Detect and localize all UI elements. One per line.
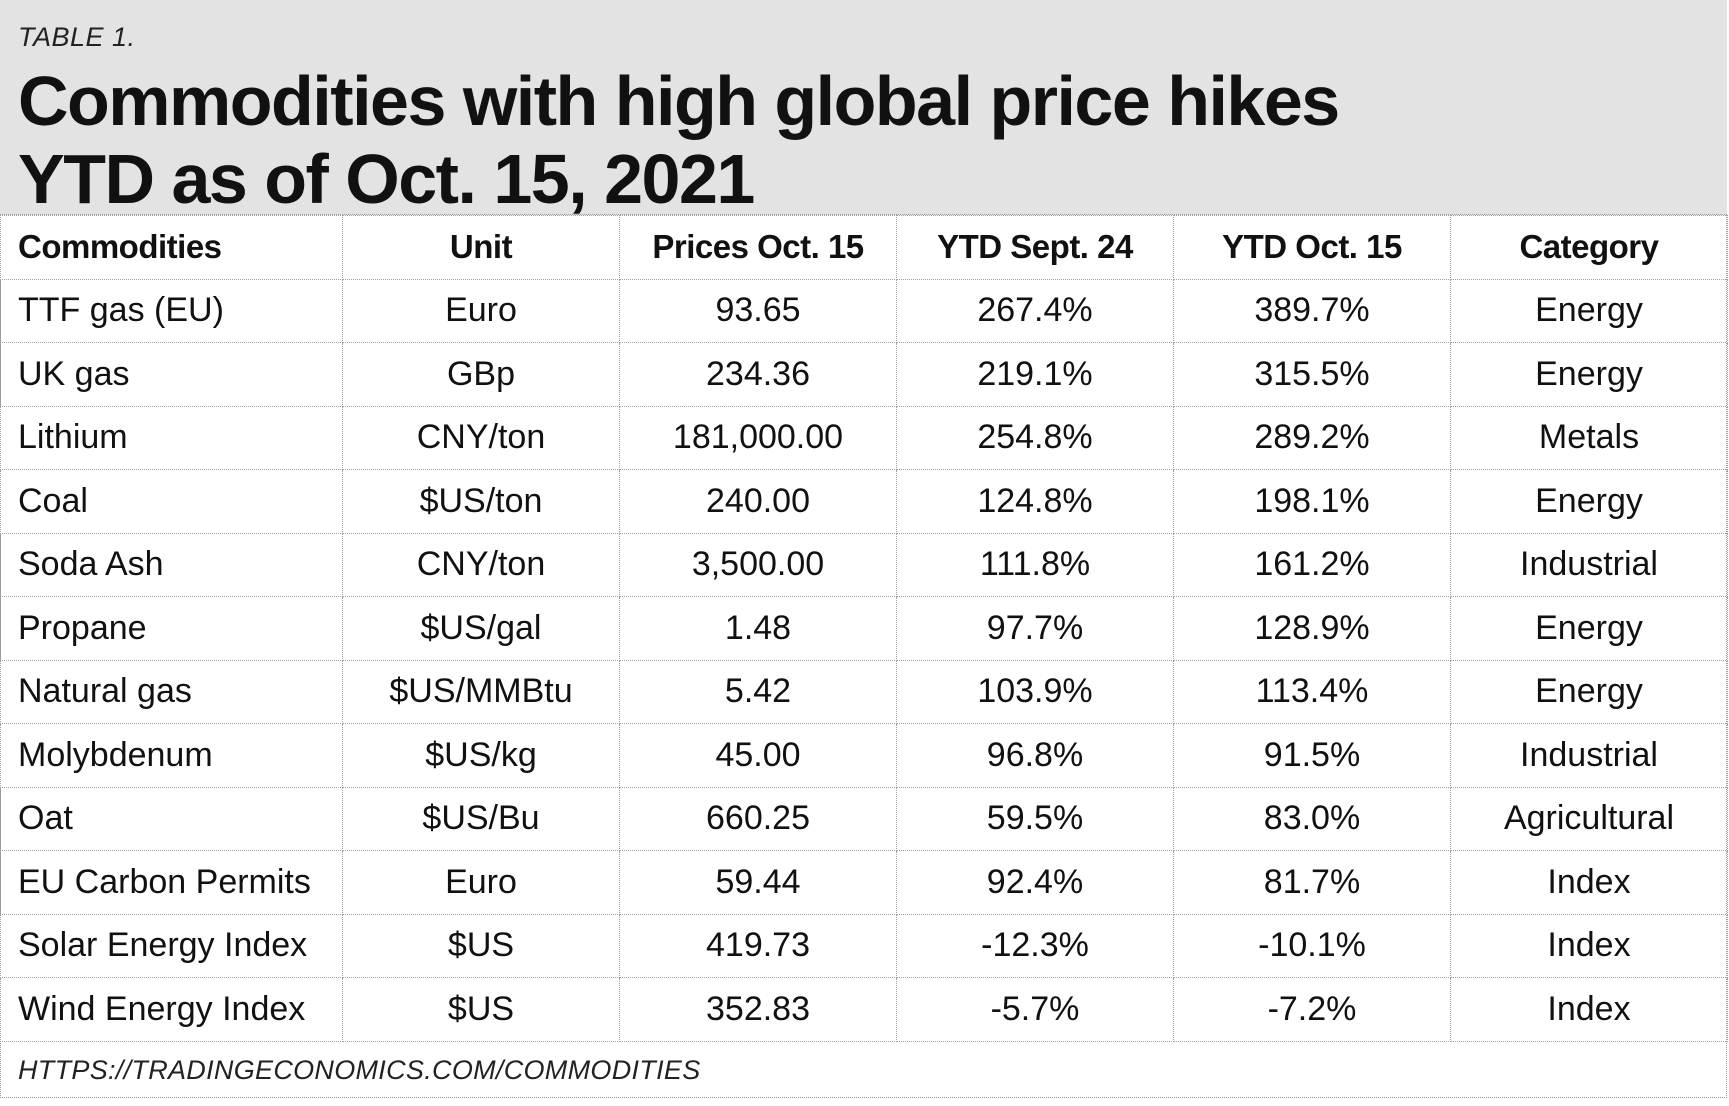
- ytd-oct-cell: 128.9%: [1173, 596, 1451, 661]
- ytd-sept-cell: 124.8%: [896, 469, 1174, 534]
- table-row: Coal $US/ton 240.00 124.8% 198.1% Energy: [0, 469, 1728, 534]
- unit-cell: $US/kg: [342, 723, 620, 788]
- ytd-sept-cell: 92.4%: [896, 850, 1174, 915]
- ytd-oct-cell: -10.1%: [1173, 913, 1451, 978]
- category-cell: Energy: [1450, 278, 1728, 343]
- ytd-oct-cell: 315.5%: [1173, 342, 1451, 407]
- commodity-cell: Natural gas: [0, 659, 343, 724]
- ytd-oct-cell: 91.5%: [1173, 723, 1451, 788]
- category-cell: Index: [1450, 977, 1728, 1042]
- commodity-cell: Propane: [0, 596, 343, 661]
- category-cell: Energy: [1450, 596, 1728, 661]
- table-row: Propane $US/gal 1.48 97.7% 128.9% Energy: [0, 596, 1728, 661]
- table-title: Commodities with high global price hikes…: [18, 62, 1340, 218]
- unit-cell: $US: [342, 977, 620, 1042]
- price-cell: 1.48: [619, 596, 897, 661]
- table-row: Soda Ash CNY/ton 3,500.00 111.8% 161.2% …: [0, 532, 1728, 597]
- unit-cell: $US/MMBtu: [342, 659, 620, 724]
- price-cell: 352.83: [619, 977, 897, 1042]
- commodity-cell: UK gas: [0, 342, 343, 407]
- price-cell: 45.00: [619, 723, 897, 788]
- ytd-sept-cell: 97.7%: [896, 596, 1174, 661]
- column-header: Prices Oct. 15: [619, 215, 897, 280]
- commodity-cell: EU Carbon Permits: [0, 850, 343, 915]
- price-cell: 181,000.00: [619, 405, 897, 470]
- ytd-oct-cell: -7.2%: [1173, 977, 1451, 1042]
- table-row: Oat $US/Bu 660.25 59.5% 83.0% Agricultur…: [0, 786, 1728, 851]
- title-line-2: YTD as of Oct. 15, 2021: [18, 140, 755, 218]
- unit-cell: $US/gal: [342, 596, 620, 661]
- category-cell: Energy: [1450, 659, 1728, 724]
- commodities-table: Commodities Unit Prices Oct. 15 YTD Sept…: [0, 215, 1728, 1042]
- table-row: TTF gas (EU) Euro 93.65 267.4% 389.7% En…: [0, 278, 1728, 343]
- ytd-oct-cell: 81.7%: [1173, 850, 1451, 915]
- ytd-sept-cell: -12.3%: [896, 913, 1174, 978]
- category-cell: Energy: [1450, 342, 1728, 407]
- ytd-sept-cell: 59.5%: [896, 786, 1174, 851]
- ytd-sept-cell: 267.4%: [896, 278, 1174, 343]
- table-row: Lithium CNY/ton 181,000.00 254.8% 289.2%…: [0, 405, 1728, 470]
- ytd-sept-cell: 111.8%: [896, 532, 1174, 597]
- commodity-cell: Wind Energy Index: [0, 977, 343, 1042]
- ytd-oct-cell: 198.1%: [1173, 469, 1451, 534]
- table-row: Molybdenum $US/kg 45.00 96.8% 91.5% Indu…: [0, 723, 1728, 788]
- column-header: Category: [1450, 215, 1728, 280]
- commodity-cell: Soda Ash: [0, 532, 343, 597]
- unit-cell: GBp: [342, 342, 620, 407]
- ytd-sept-cell: 103.9%: [896, 659, 1174, 724]
- column-header: Unit: [342, 215, 620, 280]
- ytd-sept-cell: 219.1%: [896, 342, 1174, 407]
- ytd-oct-cell: 389.7%: [1173, 278, 1451, 343]
- title-header: TABLE 1. Commodities with high global pr…: [0, 0, 1727, 218]
- unit-cell: Euro: [342, 850, 620, 915]
- unit-cell: Euro: [342, 278, 620, 343]
- commodity-cell: Solar Energy Index: [0, 913, 343, 978]
- price-cell: 234.36: [619, 342, 897, 407]
- category-cell: Index: [1450, 913, 1728, 978]
- category-cell: Energy: [1450, 469, 1728, 534]
- title-line-1: Commodities with high global price hikes: [18, 62, 1340, 140]
- column-header: YTD Oct. 15: [1173, 215, 1451, 280]
- ytd-oct-cell: 161.2%: [1173, 532, 1451, 597]
- unit-cell: CNY/ton: [342, 532, 620, 597]
- commodity-cell: Molybdenum: [0, 723, 343, 788]
- column-header: Commodities: [0, 215, 343, 280]
- table-row: Natural gas $US/MMBtu 5.42 103.9% 113.4%…: [0, 659, 1728, 724]
- ytd-sept-cell: 96.8%: [896, 723, 1174, 788]
- unit-cell: $US: [342, 913, 620, 978]
- table-label: TABLE 1.: [18, 22, 136, 52]
- table-row: Solar Energy Index $US 419.73 -12.3% -10…: [0, 913, 1728, 978]
- column-header: YTD Sept. 24: [896, 215, 1174, 280]
- category-cell: Agricultural: [1450, 786, 1728, 851]
- unit-cell: $US/ton: [342, 469, 620, 534]
- ytd-sept-cell: -5.7%: [896, 977, 1174, 1042]
- category-cell: Industrial: [1450, 532, 1728, 597]
- ytd-oct-cell: 289.2%: [1173, 405, 1451, 470]
- price-cell: 419.73: [619, 913, 897, 978]
- price-cell: 59.44: [619, 850, 897, 915]
- table-row: Wind Energy Index $US 352.83 -5.7% -7.2%…: [0, 977, 1728, 1042]
- price-cell: 3,500.00: [619, 532, 897, 597]
- ytd-oct-cell: 83.0%: [1173, 786, 1451, 851]
- price-cell: 240.00: [619, 469, 897, 534]
- header-row: Commodities Unit Prices Oct. 15 YTD Sept…: [0, 215, 1728, 280]
- table-row: UK gas GBp 234.36 219.1% 315.5% Energy: [0, 342, 1728, 407]
- category-cell: Metals: [1450, 405, 1728, 470]
- table-row: EU Carbon Permits Euro 59.44 92.4% 81.7%…: [0, 850, 1728, 915]
- commodity-cell: Oat: [0, 786, 343, 851]
- source-note: HTTPS://TRADINGECONOMICS.COM/COMMODITIES: [18, 1055, 701, 1085]
- commodity-cell: Lithium: [0, 405, 343, 470]
- unit-cell: CNY/ton: [342, 405, 620, 470]
- price-cell: 93.65: [619, 278, 897, 343]
- category-cell: Industrial: [1450, 723, 1728, 788]
- unit-cell: $US/Bu: [342, 786, 620, 851]
- price-cell: 5.42: [619, 659, 897, 724]
- commodity-cell: TTF gas (EU): [0, 278, 343, 343]
- category-cell: Index: [1450, 850, 1728, 915]
- price-cell: 660.25: [619, 786, 897, 851]
- commodity-cell: Coal: [0, 469, 343, 534]
- ytd-sept-cell: 254.8%: [896, 405, 1174, 470]
- ytd-oct-cell: 113.4%: [1173, 659, 1451, 724]
